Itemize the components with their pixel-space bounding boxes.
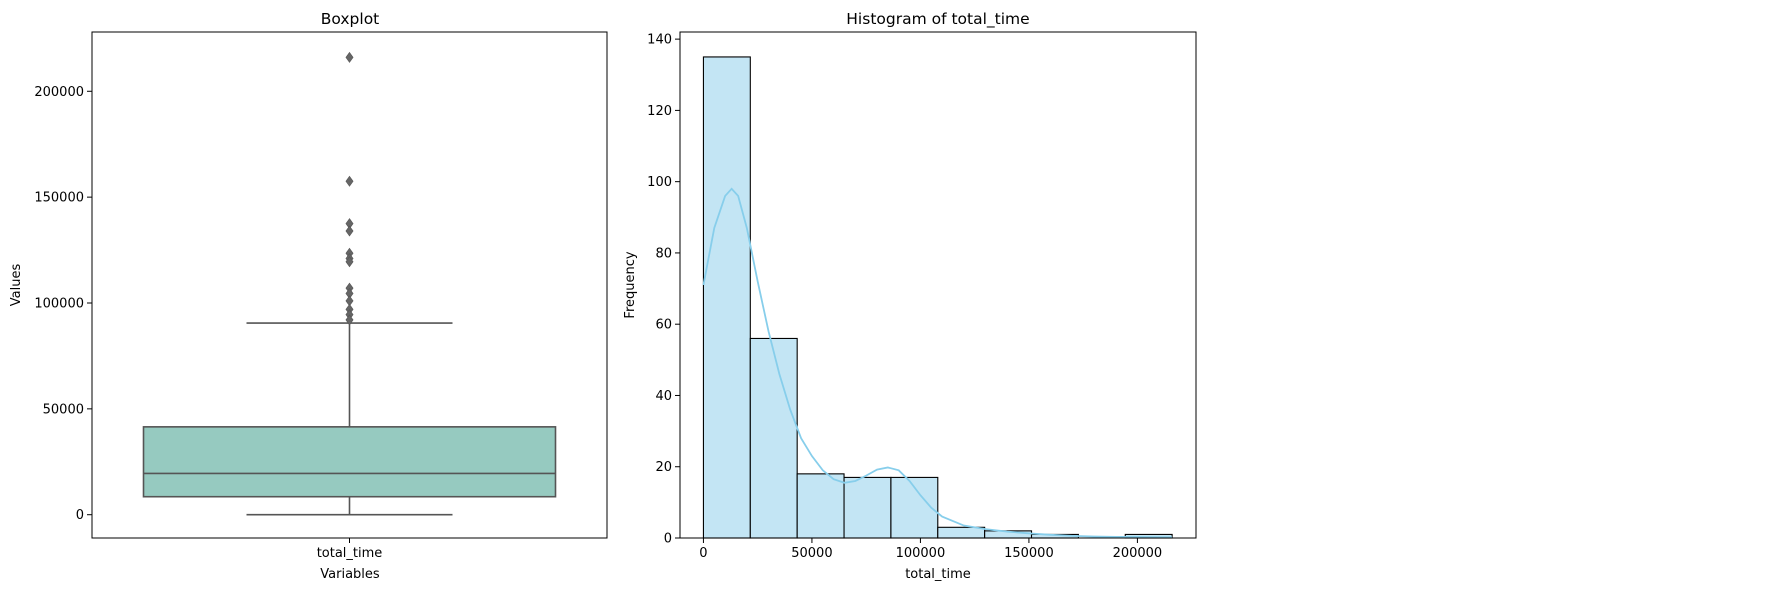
histogram-bar [749,337,798,539]
histogram-bar [796,473,845,539]
y-tick-label: 60 [655,318,672,333]
boxplot-panel: Boxplot 0 50000 100000 150000 200000 total_t… [9,10,608,582]
x-tick-label: 0 [699,546,707,561]
boxplot-marks [142,51,557,516]
histogram-x-axis: 0 50000 100000 150000 200000 [699,538,1162,561]
histogram-bar [843,476,892,539]
y-tick-label: 80 [655,246,672,261]
outlier-point [345,175,354,187]
histogram-y-axis: 0 20 40 60 80 100 120 140 [647,33,680,547]
outlier-point [345,225,354,237]
outlier-point [345,51,354,63]
x-tick-label: 100000 [896,546,946,561]
y-tick-label: 0 [664,532,672,547]
boxplot-y-axis: 0 50000 100000 150000 200000 [34,85,92,523]
histogram-bar [937,526,986,539]
outlier-point [345,314,354,326]
y-tick-label: 20 [655,460,672,475]
y-tick-label: 50000 [43,402,84,417]
y-tick-label: 200000 [34,85,84,100]
y-tick-label: 0 [76,508,84,523]
x-tick-label: 150000 [1004,546,1054,561]
y-tick-label: 140 [647,33,672,48]
x-tick-label: total_time [317,546,383,561]
histogram-bar [702,56,751,539]
boxplot-y-axis-label: Values [9,264,24,307]
kde-curve [702,187,1173,539]
y-tick-label: 120 [647,104,672,119]
y-tick-label: 100000 [34,296,84,311]
histogram-y-axis-label: Frequency [623,251,638,318]
x-tick-label: 200000 [1113,546,1163,561]
y-tick-label: 40 [655,389,672,404]
histogram-title: Histogram of total_time [846,10,1029,29]
y-tick-label: 100 [647,175,672,190]
iqr-box [142,426,557,498]
x-tick-label: 50000 [791,546,832,561]
boxplot-x-axis-label: Variables [320,567,380,582]
outlier-point [345,256,354,268]
boxplot-x-axis: total_time [317,538,383,561]
histogram-frame [679,31,1197,539]
histogram-x-axis-label: total_time [905,567,971,582]
histogram-bars [702,56,1173,539]
histogram-panel: Histogram of total_time 0 20 40 60 80 100 120 1… [623,10,1197,582]
histogram-kde [702,187,1173,539]
boxplot-title: Boxplot [321,10,380,28]
y-tick-label: 150000 [34,191,84,206]
